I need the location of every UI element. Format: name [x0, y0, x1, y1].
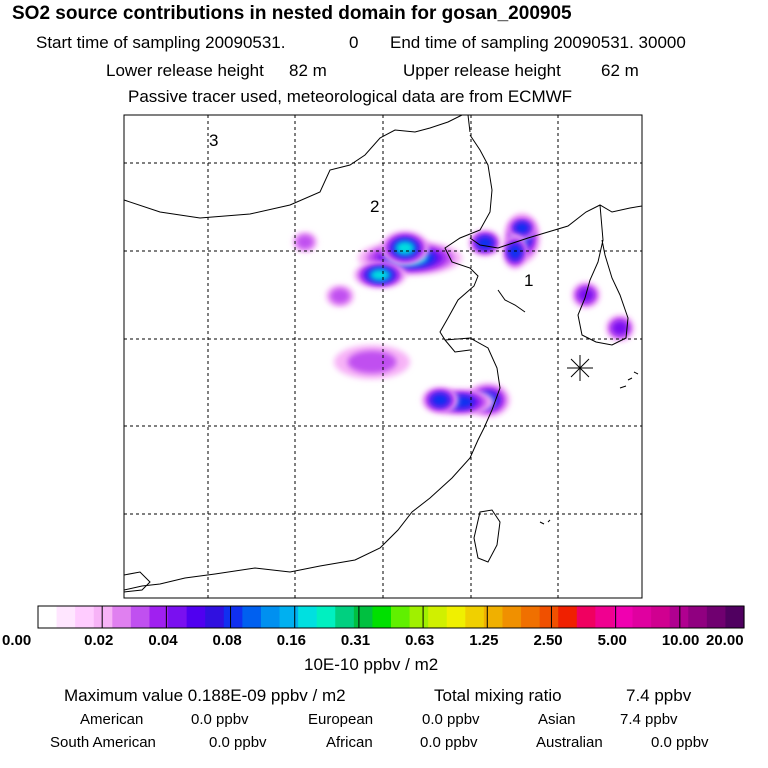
- contrib-african-name: African: [326, 734, 373, 751]
- end-time-label: End time of sampling 20090531. 30000: [390, 33, 686, 52]
- colorbar-swatch: [688, 606, 708, 628]
- colorbar-swatch: [391, 606, 411, 628]
- colorbar-swatch: [279, 606, 299, 628]
- upper-height-value: 62 m: [601, 61, 639, 80]
- graticule: [124, 115, 642, 598]
- lower-height-value: 82 m: [289, 61, 327, 80]
- lower-height-label: Lower release height: [106, 61, 264, 80]
- total-mixing-label: Total mixing ratio: [434, 686, 562, 705]
- colorbar-swatch: [632, 606, 652, 628]
- colorbar-swatch: [669, 606, 689, 628]
- colorbar-swatch: [186, 606, 206, 628]
- colorbar-swatch: [260, 606, 281, 628]
- colorbar-tick-label: 0.16: [276, 632, 306, 649]
- max-value-label: Maximum value 0.188E-09 ppbv / m2: [64, 686, 346, 705]
- contrib-south-american-value: 0.0 ppbv: [209, 734, 267, 751]
- contrib-american-name: American: [80, 711, 144, 728]
- plume-contour: [508, 244, 522, 260]
- contrib-australian-value: 0.0 ppbv: [651, 734, 709, 751]
- contrib-australian-name: Australian: [536, 734, 603, 751]
- colorbar-tick-label: 0.08: [212, 632, 242, 649]
- colorbar-tick-label: 2.50: [533, 632, 563, 649]
- map-frame: [123, 114, 643, 599]
- colorbar-swatch: [428, 606, 448, 628]
- colorbar-swatch: [149, 606, 169, 628]
- colorbar-swatch: [595, 606, 615, 628]
- upper-height-label: Upper release height: [403, 61, 561, 80]
- contrib-american-value: 0.0 ppbv: [191, 711, 249, 728]
- colorbar: [38, 606, 745, 628]
- plume-contour: [370, 269, 390, 281]
- colorbar-swatch: [539, 606, 559, 628]
- colorbar-swatch: [521, 606, 541, 628]
- colorbar-swatch: [38, 606, 58, 628]
- colorbar-swatch: [56, 606, 76, 628]
- contrib-asian-value: 7.4 ppbv: [620, 711, 678, 728]
- colorbar-swatch: [168, 606, 188, 628]
- plume-contour: [347, 350, 397, 374]
- colorbar-swatch: [242, 606, 262, 628]
- colorbar-swatch: [502, 606, 522, 628]
- colorbar-swatch: [130, 606, 151, 628]
- plume-contour: [296, 234, 314, 250]
- colorbar-swatch: [298, 606, 318, 628]
- total-mixing-value: 7.4 ppbv: [626, 686, 692, 705]
- colorbar-tick-label: 0.00: [2, 632, 32, 649]
- colorbar-swatch: [446, 606, 466, 628]
- contrib-european-value: 0.0 ppbv: [422, 711, 480, 728]
- colorbar-swatch: [205, 606, 225, 628]
- colorbar-swatch: [335, 606, 355, 628]
- colorbar-tick-label: 0.31: [340, 632, 371, 649]
- colorbar-tick-label: 10.00: [661, 632, 700, 649]
- plume-contour: [611, 320, 629, 336]
- colorbar-swatch: [651, 606, 671, 628]
- colorbar-swatch: [725, 606, 745, 628]
- concentration-field: [293, 213, 634, 417]
- colorbar-swatch: [409, 606, 429, 628]
- plume-contour: [514, 222, 530, 234]
- colorbar-swatch: [613, 606, 634, 628]
- colorbar-swatch: [372, 606, 392, 628]
- colorbar-swatch: [706, 606, 727, 628]
- colorbar-swatch: [223, 606, 243, 628]
- receptor-star-icon: [567, 355, 593, 381]
- contrib-asian-name: Asian: [538, 711, 576, 728]
- plume-contour: [395, 241, 415, 255]
- colorbar-tick-label: 20.00: [706, 632, 744, 649]
- colorbar-units: 10E-10 ppbv / m2: [304, 655, 439, 674]
- colorbar-swatch: [353, 606, 374, 628]
- region-label-2: 2: [370, 197, 379, 216]
- plume-contour: [431, 393, 449, 407]
- colorbar-swatch: [112, 606, 132, 628]
- colorbar-swatch: [576, 606, 596, 628]
- region-label-1: 1: [524, 271, 533, 290]
- start-hour-value: 0: [349, 33, 359, 52]
- colorbar-tick-label: 0.63: [405, 632, 435, 649]
- contrib-south-american-name: South American: [50, 734, 156, 751]
- contrib-european-name: European: [308, 711, 374, 728]
- colorbar-tick-label: 1.25: [469, 632, 499, 649]
- region-label-3: 3: [209, 131, 218, 150]
- colorbar-swatch: [483, 606, 504, 628]
- chart-title: SO2 source contributions in nested domai…: [12, 3, 572, 24]
- colorbar-swatch: [316, 606, 336, 628]
- colorbar-swatch: [465, 606, 485, 628]
- plume-contour: [330, 288, 350, 304]
- colorbar-swatch: [93, 606, 113, 628]
- contrib-african-value: 0.0 ppbv: [420, 734, 478, 751]
- plume-contour: [477, 236, 493, 250]
- colorbar-tick-label: 0.02: [84, 632, 114, 649]
- colorbar-swatch: [558, 606, 578, 628]
- model-note: Passive tracer used, meteorological data…: [128, 87, 573, 106]
- colorbar-swatch: [75, 606, 95, 628]
- colorbar-tick-label: 0.04: [148, 632, 178, 649]
- start-time-label: Start time of sampling 20090531.: [36, 33, 286, 52]
- colorbar-tick-label: 5.00: [597, 632, 627, 649]
